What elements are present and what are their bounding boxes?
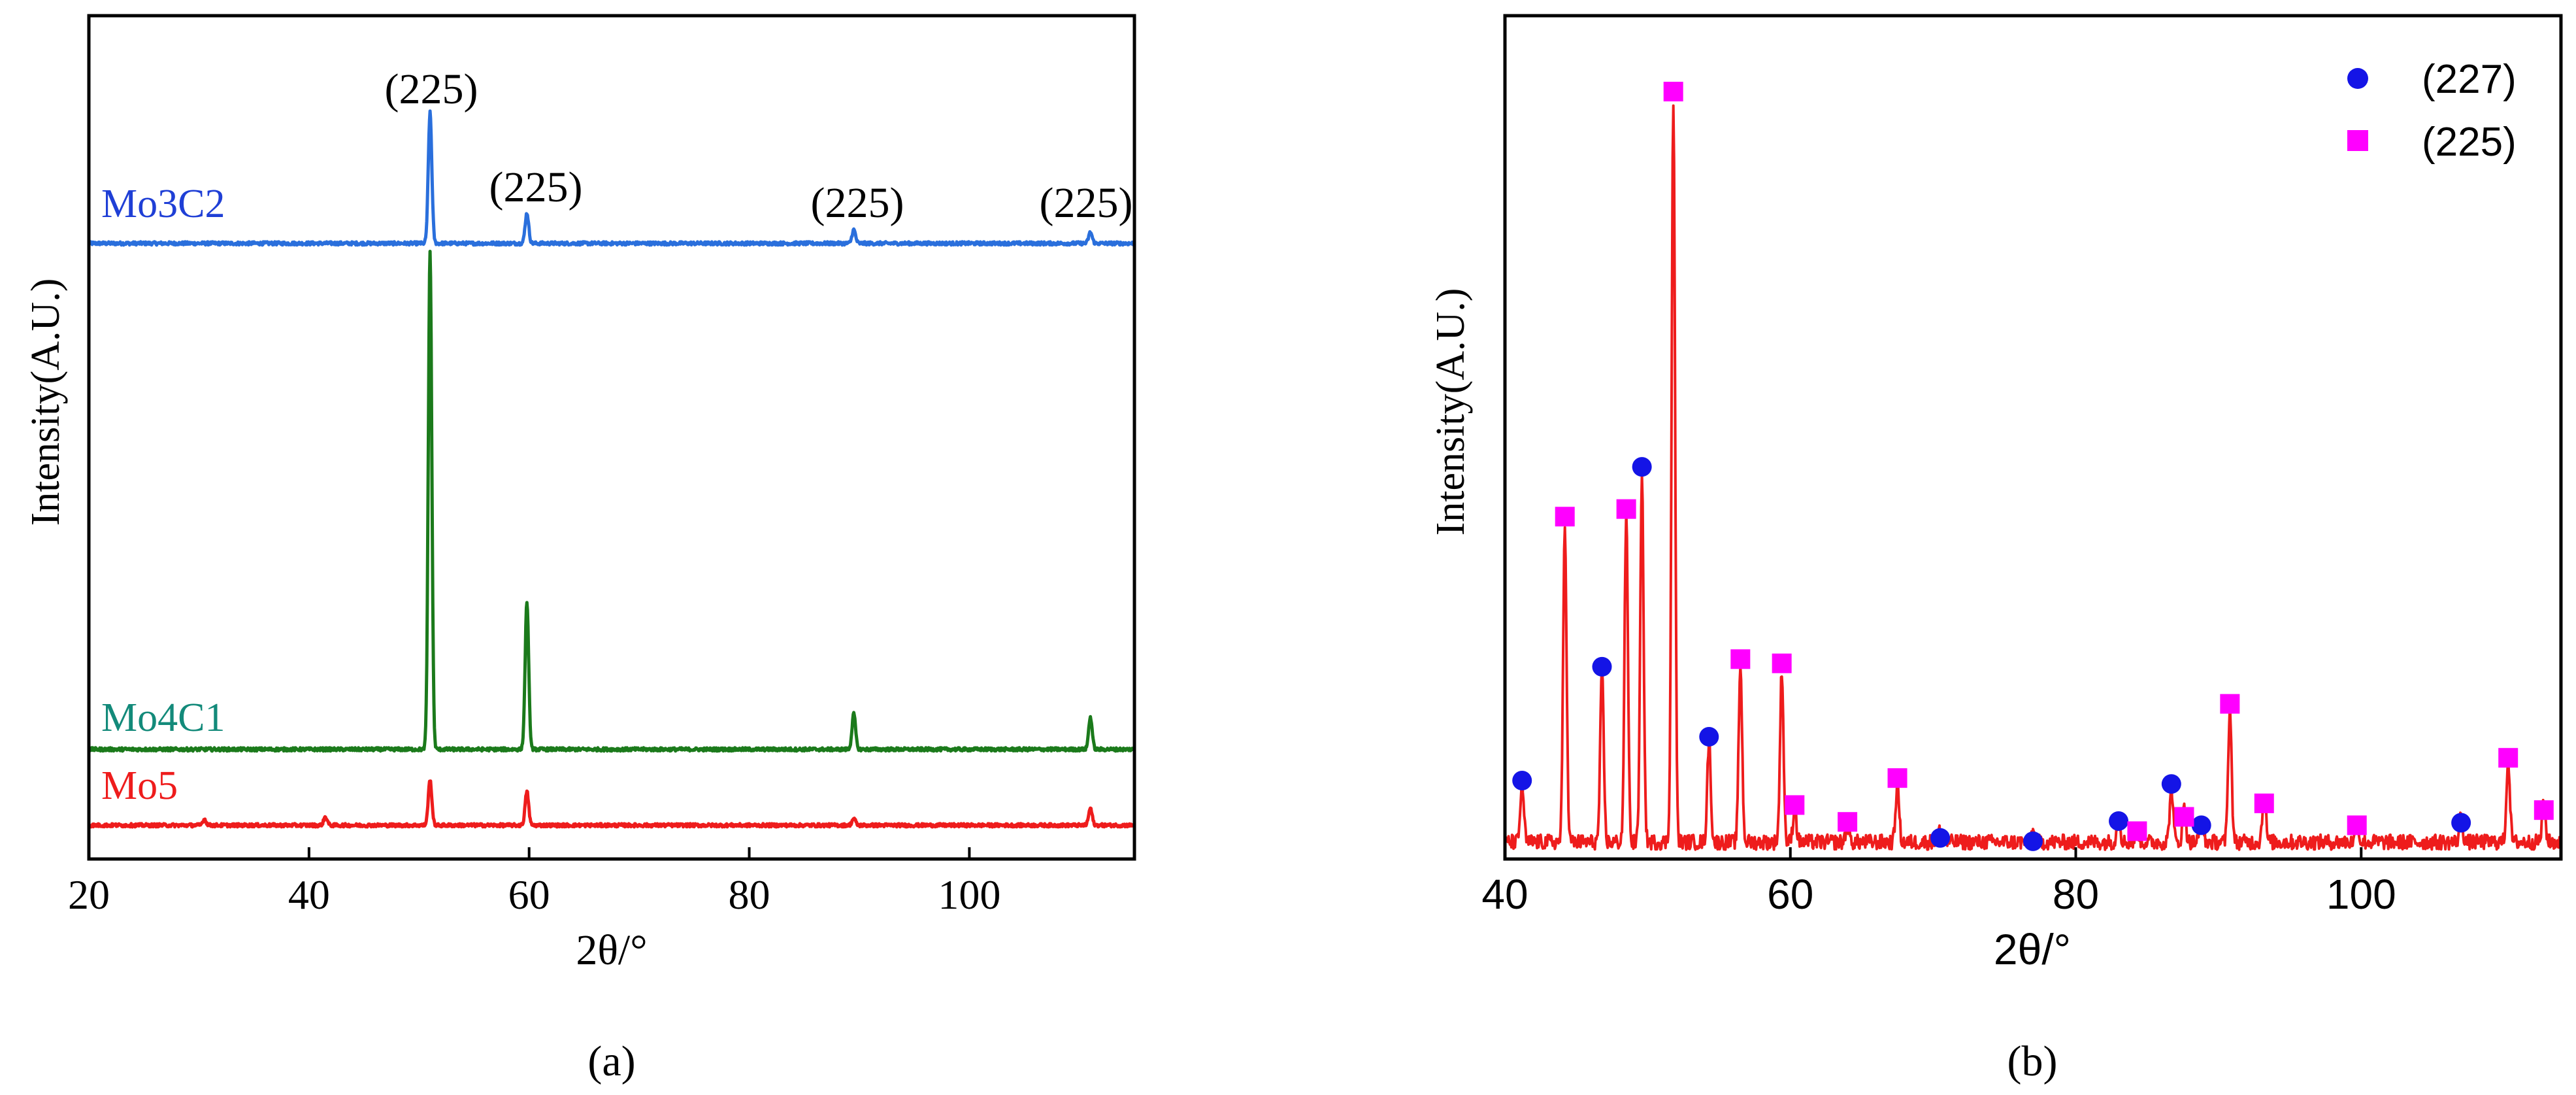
legend-marker-227 [2347,68,2368,89]
legend-label-227: (227) [2422,57,2517,102]
chart-a-x-tick-label: 100 [938,871,1000,918]
chart-b-marker-227 [2191,815,2211,835]
chart-b-marker-225 [1555,507,1575,527]
chart-b-marker-227 [2109,811,2129,831]
chart-a-annotation-3: (225) [811,179,904,227]
chart-a-series-mo5 [88,779,1136,829]
chart-a-panel-label: (a) [587,1037,635,1085]
chart-a-series-label-mo5: Mo5 [101,764,178,808]
chart-a-series-label-mo4c1: Mo4C1 [101,696,225,740]
legend-label-225: (225) [2422,120,2517,165]
chart-b-marker-225 [1730,649,1751,669]
chart-b-plot-frame [1503,14,2563,861]
chart-b-markers [1512,82,2554,851]
chart-b-x-axis-label: 2θ/° [1994,925,2071,973]
chart-b-x-tick-label: 100 [2326,871,2396,918]
chart-b-marker-225 [1887,768,1907,788]
chart-a-plot-frame [87,14,1136,861]
chart-a: 20 40 60 80 100 Mo3C2 Mo4C1 Mo5 (225) (225) … [24,14,1136,1085]
chart-b-marker-225 [2498,748,2518,768]
chart-a-y-axis-label: Intensity(A.U.) [24,278,68,526]
chart-b-x-tick-label: 60 [1767,871,1813,918]
chart-a-annotation-1: (225) [385,65,478,113]
chart-b-series-pattern [1504,104,2562,851]
chart-b-marker-225 [2254,793,2274,813]
legend-marker-225 [2347,130,2368,151]
chart-b-marker-227 [2451,813,2471,833]
chart-b-marker-225 [2174,807,2194,827]
chart-b-legend: (227) (225) [2347,57,2517,165]
chart-b-marker-227 [2023,831,2043,851]
chart-b-marker-225 [2127,821,2147,841]
chart-a-x-ticks: 20 40 60 80 100 [68,847,1000,918]
chart-b-marker-225 [2534,800,2554,820]
chart-b-marker-227 [1632,457,1652,477]
chart-a-series-label-mo3c2: Mo3C2 [101,182,225,226]
chart-b-x-tick-label: 40 [1481,871,1528,918]
chart-a-series-mo4c1 [88,250,1136,753]
chart-b-marker-225 [1785,795,1805,815]
chart-b-y-axis-label: Intensity(A.U.) [1428,288,1473,536]
chart-b-marker-227 [1592,656,1612,677]
chart-a-annotation-4: (225) [1040,179,1133,227]
chart-b-marker-227 [1699,726,1719,747]
chart-b-marker-225 [2347,815,2367,835]
chart-b-marker-225 [1772,653,1792,673]
chart-b-panel-label: (b) [2007,1037,2058,1085]
chart-a-traces [87,109,1136,829]
chart-b-x-tick-label: 80 [2053,871,2099,918]
chart-b-marker-225 [1616,499,1636,519]
chart-b-trace [1504,104,2562,851]
chart-b: 40 60 80 100 (227) (225) Intensity(A.U.) 2θ… [1428,14,2563,1085]
chart-a-annotation-2: (225) [489,163,583,211]
chart-b-x-ticks: 40 60 80 100 [1481,847,2396,918]
chart-a-x-axis-label: 2θ/° [576,926,647,974]
chart-a-x-tick-label: 20 [68,871,110,918]
chart-b-marker-225 [1663,82,1683,102]
chart-b-marker-227 [2161,774,2181,794]
chart-b-marker-227 [1512,771,1532,791]
chart-a-x-tick-label: 80 [729,871,770,918]
chart-a-x-tick-label: 40 [288,871,330,918]
chart-a-series-mo3c2 [87,109,1136,247]
chart-b-marker-225 [2220,694,2240,714]
chart-b-marker-227 [1930,828,1951,848]
chart-b-marker-225 [1838,812,1858,832]
chart-a-x-tick-label: 60 [508,871,550,918]
